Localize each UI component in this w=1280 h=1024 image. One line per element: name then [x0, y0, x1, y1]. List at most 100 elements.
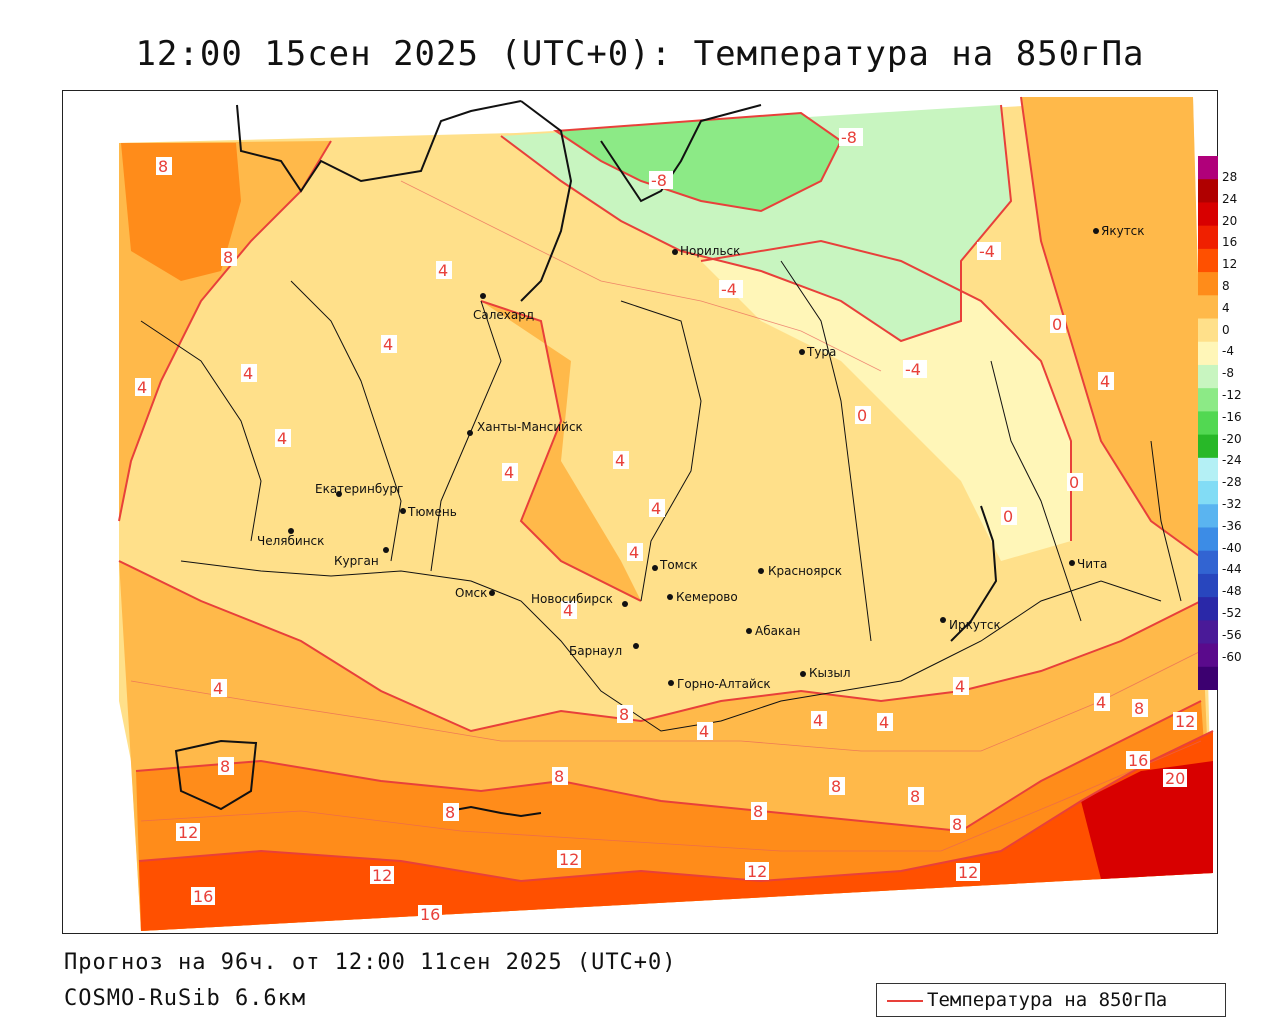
- isotherm-label-bg: [953, 677, 969, 695]
- isotherm-label-bg: [418, 905, 442, 923]
- isotherm-label: 4: [629, 543, 639, 562]
- isotherm-label: 4: [563, 601, 573, 620]
- isotherm-label: 12: [1175, 712, 1195, 731]
- isotherm-label-bg: [156, 157, 172, 175]
- isotherm-label: 8: [910, 787, 920, 806]
- city-label: Якутск: [1101, 224, 1145, 238]
- city-marker: [667, 594, 673, 600]
- isotherm-label-bg: [1173, 712, 1197, 730]
- colorbar-segment: [1198, 504, 1218, 528]
- colorbar-segment: [1198, 225, 1218, 250]
- isotherm-label-bg: [613, 451, 629, 469]
- city-label: Томск: [659, 558, 698, 572]
- isotherm-label-bg: [1001, 507, 1017, 525]
- isotherm-label: 12: [372, 866, 392, 885]
- city-marker: [1093, 228, 1099, 234]
- colorbar-segment: [1198, 388, 1218, 412]
- city-label: Кызыл: [809, 666, 851, 680]
- isotherm-label-bg: [1050, 315, 1066, 333]
- city-label: Красноярск: [768, 564, 842, 578]
- city-label: Иркутск: [949, 618, 1001, 632]
- isotherm-label-bg: [241, 364, 257, 382]
- colorbar-tick-label: 0: [1222, 322, 1230, 337]
- isotherm-label: 4: [438, 261, 448, 280]
- city-marker: [652, 565, 658, 571]
- colorbar-tick-label: -56: [1222, 627, 1242, 642]
- isotherm-label: 8: [1134, 699, 1144, 718]
- isotherm-label: -4: [979, 242, 995, 261]
- isotherm-label-bg: [381, 335, 397, 353]
- isotherm-label: 8: [220, 757, 230, 776]
- isotherm-label-bg: [211, 679, 227, 697]
- coastlines: [174, 100, 998, 818]
- isotherm-label: -8: [841, 128, 857, 147]
- city-marker: [467, 430, 473, 436]
- isotherm-labels: 8 -8 -8 8 4 -4 -4 0 4 4 -4 0 4 4 4 4 0 4 0 4 4 4 4 4 8 4 4 8 8 4 4 8 12 1…: [135, 128, 1197, 924]
- isotherm-label: 16: [1128, 751, 1148, 770]
- city-markers: Якутск Норильск Салехард Тура Ханты-Мансийск…: [257, 224, 1145, 691]
- colorbar-segment: [1198, 457, 1218, 482]
- isotherm-label-bg: [855, 406, 871, 424]
- isotherm-label: 8: [554, 767, 564, 786]
- isotherm-label: 4: [1100, 372, 1110, 391]
- isotherm-label-bg: [552, 767, 568, 785]
- isotherm-label-bg: [697, 722, 713, 740]
- colorbar-tick-label: -20: [1222, 431, 1242, 446]
- colorbar-tick-label: -60: [1222, 649, 1242, 664]
- isotherm-label: 8: [445, 803, 455, 822]
- legend-line-swatch: [887, 1000, 923, 1002]
- colorbar-segment: [1198, 156, 1218, 180]
- city-label: Норильск: [680, 244, 740, 258]
- isotherm-label-bg: [1126, 751, 1150, 769]
- isotherm-label: 12: [958, 863, 978, 882]
- isotherm-label-bg: [745, 862, 769, 880]
- isotherm-label: 8: [831, 777, 841, 796]
- isotherm-lines: [118, 96, 1214, 883]
- isotherm-label-bg: [135, 378, 151, 396]
- isotherm-label: 4: [813, 711, 823, 730]
- isotherm-label-bg: [908, 787, 924, 805]
- city-label: Чита: [1077, 557, 1107, 571]
- isotherm-label-bg: [502, 463, 518, 481]
- isotherm-label: 12: [178, 823, 198, 842]
- isotherm-label: 8: [158, 157, 168, 176]
- colorbar-segment: [1198, 411, 1218, 436]
- colorbar-tick-label: 20: [1222, 213, 1238, 228]
- colorbar-tick-label: -4: [1222, 344, 1234, 359]
- isotherm-label-bg: [1094, 693, 1110, 711]
- city-label: Курган: [334, 554, 379, 568]
- temp-field-16-20: [139, 731, 1213, 931]
- isotherm-label-bg: [370, 866, 394, 884]
- city-label: Кемерово: [676, 590, 738, 604]
- isotherm-label-bg: [877, 713, 893, 731]
- isotherm-label: 16: [420, 905, 440, 924]
- city-marker: [400, 508, 406, 514]
- colorbar-segment: [1198, 550, 1218, 575]
- isotherm-label-bg: [751, 802, 767, 820]
- colorbar-segment: [1198, 318, 1218, 343]
- colorbar-tick-label: -48: [1222, 584, 1242, 599]
- temp-field-minus8-minus4: [556, 113, 841, 211]
- isotherm-label-bg: [649, 171, 673, 189]
- isotherm-label-bg: [627, 543, 643, 561]
- isotherm-label-bg: [1163, 769, 1187, 787]
- isotherm-label: 4: [699, 722, 709, 741]
- legend: Температура на 850гПа: [876, 983, 1226, 1017]
- colorbar-tick-label: 24: [1222, 191, 1238, 206]
- isotherm-label-bg: [719, 280, 743, 298]
- colorbar-tick-label: -36: [1222, 518, 1242, 533]
- isotherm-label-bg: [176, 823, 200, 841]
- city-label: Горно-Алтайск: [677, 677, 771, 691]
- temp-field-8-12-east: [1021, 97, 1206, 561]
- isotherm-label-bg: [443, 803, 459, 821]
- isotherm-label: 4: [213, 679, 223, 698]
- isotherm-label: 20: [1165, 769, 1185, 788]
- isotherm-label-bg: [557, 850, 581, 868]
- isotherm-label: 0: [1069, 473, 1079, 492]
- city-marker: [746, 628, 752, 634]
- isotherm-label-bg: [617, 705, 633, 723]
- isotherm-label: 4: [615, 451, 625, 470]
- colorbar-segment: [1198, 434, 1218, 459]
- city-marker: [288, 528, 294, 534]
- temperature-map[interactable]: 8 -8 -8 8 4 -4 -4 0 4 4 -4 0 4 4 4 4 0 4 0 4 4 4 4 4 8 4 4 8 8 4 4 8 12 1…: [62, 90, 1218, 934]
